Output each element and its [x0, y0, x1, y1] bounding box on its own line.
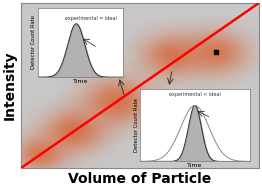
Y-axis label: Intensity: Intensity — [3, 51, 17, 120]
X-axis label: Volume of Particle: Volume of Particle — [68, 172, 212, 186]
